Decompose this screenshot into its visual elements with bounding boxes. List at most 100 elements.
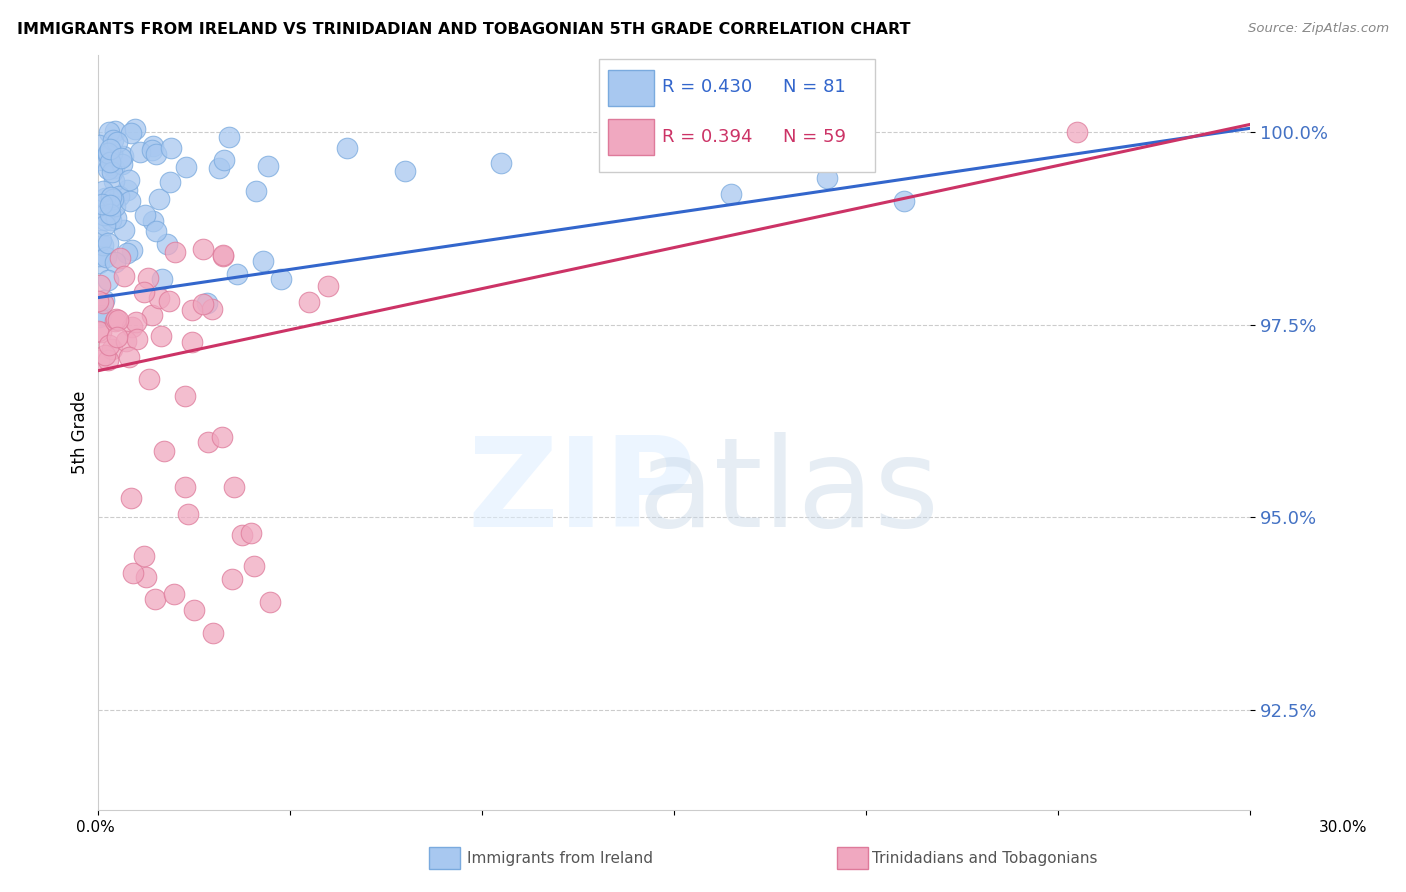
- Point: [221, 572, 243, 586]
- Point: [105, 330, 128, 344]
- Text: 30.0%: 30.0%: [1319, 821, 1367, 835]
- Point: [112, 223, 135, 237]
- Point: [98, 155, 121, 169]
- Point: [174, 480, 197, 494]
- Point: [121, 319, 143, 334]
- Point: [141, 308, 163, 322]
- Point: [298, 294, 321, 309]
- Point: [105, 135, 128, 149]
- Point: [222, 480, 245, 494]
- Point: [211, 430, 233, 444]
- Point: [89, 249, 111, 263]
- Point: [197, 434, 219, 449]
- Point: [180, 335, 202, 350]
- Point: [87, 353, 110, 368]
- Point: [90, 233, 112, 247]
- Point: [101, 192, 124, 206]
- Point: [180, 303, 202, 318]
- Point: [97, 162, 120, 177]
- Point: [270, 272, 292, 286]
- Point: [112, 148, 135, 162]
- Point: [226, 267, 249, 281]
- Point: [201, 301, 224, 316]
- Point: [115, 246, 138, 260]
- Point: [100, 213, 122, 227]
- Point: [89, 138, 111, 153]
- Point: [218, 129, 240, 144]
- Point: [107, 188, 129, 202]
- Point: [104, 312, 127, 326]
- Point: [153, 444, 176, 458]
- Point: [100, 190, 122, 204]
- Point: [212, 247, 235, 261]
- Point: [208, 161, 231, 175]
- Point: [111, 156, 134, 170]
- Text: IMMIGRANTS FROM IRELAND VS TRINIDADIAN AND TOBAGONIAN 5TH GRADE CORRELATION CHAR: IMMIGRANTS FROM IRELAND VS TRINIDADIAN A…: [17, 22, 910, 37]
- Point: [118, 173, 141, 187]
- Point: [87, 294, 110, 309]
- Point: [142, 139, 165, 153]
- Point: [110, 251, 132, 265]
- Text: N = 59: N = 59: [783, 128, 846, 145]
- Point: [159, 175, 181, 189]
- Point: [97, 125, 120, 139]
- Point: [127, 332, 149, 346]
- Point: [101, 145, 124, 160]
- Point: [193, 243, 215, 257]
- Point: [118, 351, 141, 365]
- Point: [231, 528, 253, 542]
- Text: ZIP: ZIP: [467, 433, 696, 553]
- Point: [91, 196, 114, 211]
- Text: 0.0%: 0.0%: [76, 821, 115, 835]
- Point: [107, 313, 129, 327]
- Point: [101, 133, 124, 147]
- Point: [98, 198, 121, 212]
- Point: [211, 249, 233, 263]
- Point: [121, 244, 143, 258]
- Point: [135, 570, 157, 584]
- Point: [128, 145, 150, 160]
- Point: [94, 348, 117, 362]
- Point: [183, 602, 205, 616]
- Y-axis label: 5th Grade: 5th Grade: [72, 391, 89, 475]
- Point: [97, 235, 120, 250]
- Point: [98, 337, 121, 351]
- Point: [89, 278, 111, 293]
- Point: [336, 140, 359, 154]
- Point: [145, 147, 167, 161]
- Point: [201, 625, 224, 640]
- Point: [1066, 125, 1088, 139]
- FancyBboxPatch shape: [609, 120, 654, 155]
- Point: [94, 218, 117, 232]
- Point: [89, 256, 111, 270]
- Point: [87, 310, 110, 324]
- Point: [94, 213, 117, 227]
- Point: [148, 192, 170, 206]
- Point: [112, 268, 135, 283]
- Point: [104, 314, 127, 328]
- Point: [141, 144, 163, 158]
- Point: [134, 208, 156, 222]
- Text: Immigrants from Ireland: Immigrants from Ireland: [467, 851, 652, 865]
- Point: [100, 142, 122, 156]
- Point: [163, 244, 186, 259]
- Point: [143, 591, 166, 606]
- Point: [122, 566, 145, 580]
- Text: R = 0.394: R = 0.394: [662, 128, 752, 145]
- Point: [104, 211, 127, 225]
- Point: [240, 525, 263, 540]
- Point: [104, 255, 127, 269]
- Point: [115, 334, 138, 348]
- Point: [145, 224, 167, 238]
- Point: [96, 251, 118, 265]
- Text: Source: ZipAtlas.com: Source: ZipAtlas.com: [1249, 22, 1389, 36]
- Text: atlas: atlas: [638, 433, 941, 553]
- Point: [94, 190, 117, 204]
- Point: [174, 388, 197, 402]
- FancyBboxPatch shape: [609, 70, 654, 106]
- Point: [394, 163, 416, 178]
- Point: [214, 153, 236, 167]
- Text: N = 81: N = 81: [783, 78, 846, 95]
- Point: [120, 126, 142, 140]
- Point: [252, 253, 274, 268]
